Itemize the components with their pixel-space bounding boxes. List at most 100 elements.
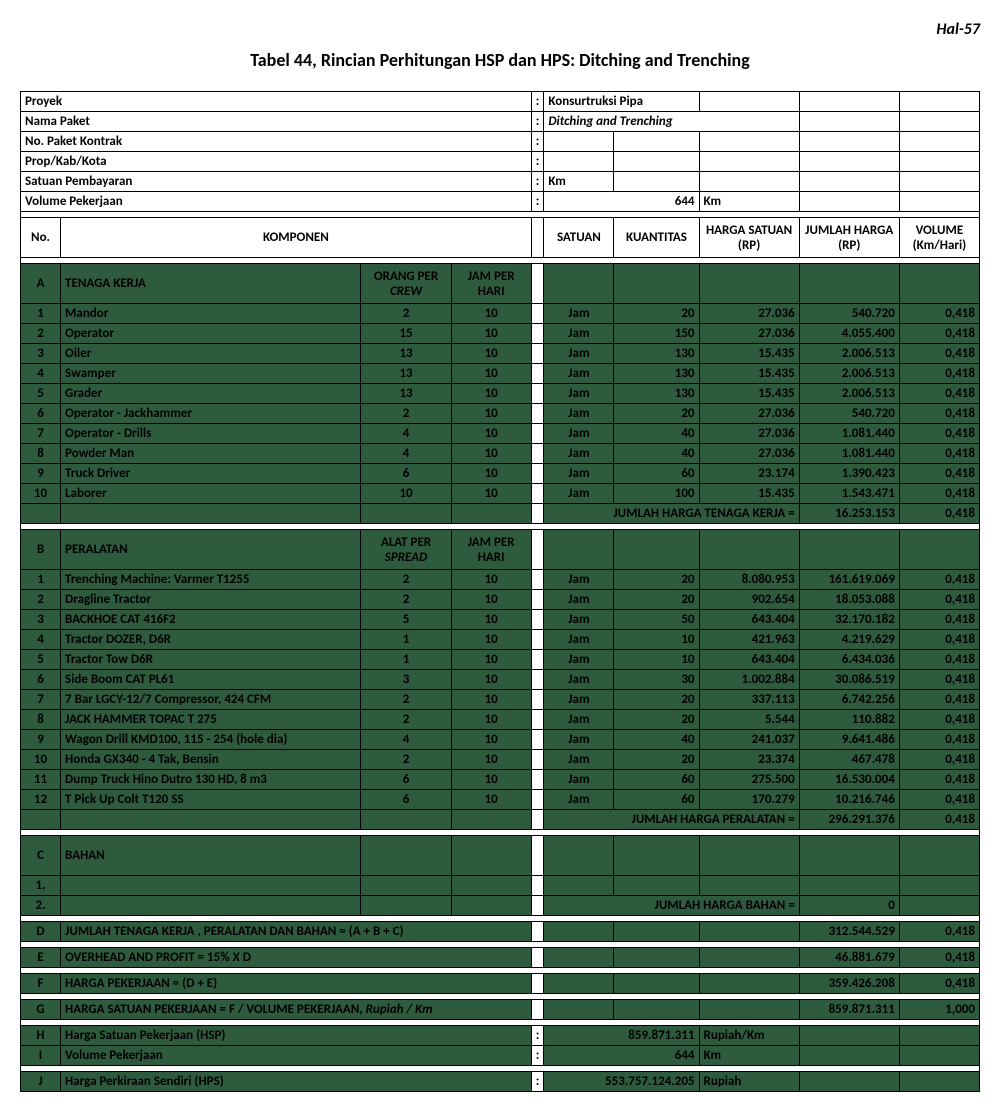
row-c2: 10 bbox=[451, 650, 531, 670]
row-v: 0,418 bbox=[899, 424, 979, 444]
row-name: Side Boom CAT PL61 bbox=[61, 670, 361, 690]
row-v: 0,418 bbox=[899, 710, 979, 730]
footer-h: H Harga Satuan Pekerjaan (HSP) : 859.871… bbox=[21, 1026, 980, 1046]
row-no: 7 bbox=[21, 424, 61, 444]
sec-a-subtotal-v: 0,418 bbox=[899, 504, 979, 524]
row-name: Dragline Tractor bbox=[61, 590, 361, 610]
sec-b-row: 9Wagon Drill KMD100, 115 - 254 (hole dia… bbox=[21, 730, 980, 750]
sec-b-subtotal-jh: 296.291.376 bbox=[799, 810, 899, 830]
row-no: 11 bbox=[21, 770, 61, 790]
row-q: 130 bbox=[614, 344, 699, 364]
row-name: 7 Bar LGCY-12/7 Compressor, 424 CFM bbox=[61, 690, 361, 710]
col-satuan: SATUAN bbox=[544, 218, 614, 258]
row-q: 20 bbox=[614, 304, 699, 324]
row-c2: 10 bbox=[451, 730, 531, 750]
sec-b-name: PERALATAN bbox=[61, 530, 361, 570]
section-b-header: B PERALATAN ALAT PERSPREAD JAM PER HARI bbox=[21, 530, 980, 570]
col-jumlah-harga: JUMLAH HARGA (RP) bbox=[799, 218, 899, 258]
row-jh: 18.053.088 bbox=[799, 590, 899, 610]
row-c1: 13 bbox=[361, 344, 451, 364]
row-q: 60 bbox=[614, 464, 699, 484]
volume-val: 644 bbox=[544, 192, 699, 212]
row-hs: 8.080.953 bbox=[699, 570, 799, 590]
row-v: 0,418 bbox=[899, 630, 979, 650]
sec-a-row: 3Oiler1310Jam13015.4352.006.5130,418 bbox=[21, 344, 980, 364]
nama-paket-val: Ditching and Trenching bbox=[544, 112, 799, 132]
row-jh: 30.086.519 bbox=[799, 670, 899, 690]
row-v: 0,418 bbox=[899, 364, 979, 384]
row-sat: Jam bbox=[544, 384, 614, 404]
col-komponen: KOMPONEN bbox=[61, 218, 532, 258]
row-hs: 241.037 bbox=[699, 730, 799, 750]
row-sat: Jam bbox=[544, 444, 614, 464]
page-title: Tabel 44, Rincian Perhitungan HSP dan HP… bbox=[20, 49, 980, 71]
row-c1: 2 bbox=[361, 304, 451, 324]
row-v: 0,418 bbox=[899, 304, 979, 324]
row-hs: 27.036 bbox=[699, 304, 799, 324]
row-name: Mandor bbox=[61, 304, 361, 324]
row-v: 0,418 bbox=[899, 384, 979, 404]
row-c1: 6 bbox=[361, 770, 451, 790]
hdr-volume: Volume Pekerjaan : 644 Km bbox=[21, 192, 980, 212]
hdr-nama-paket: Nama Paket : Ditching and Trenching bbox=[21, 112, 980, 132]
row-jh: 32.170.182 bbox=[799, 610, 899, 630]
row-c1: 13 bbox=[361, 364, 451, 384]
col-no: No. bbox=[21, 218, 61, 258]
row-no: 1 bbox=[21, 570, 61, 590]
row-q: 150 bbox=[614, 324, 699, 344]
row-name: BACKHOE CAT 416F2 bbox=[61, 610, 361, 630]
row-name: Tractor Tow D6R bbox=[61, 650, 361, 670]
sec-b-row: 2Dragline Tractor210Jam20902.65418.053.0… bbox=[21, 590, 980, 610]
row-jh: 16.530.004 bbox=[799, 770, 899, 790]
row-v: 0,418 bbox=[899, 790, 979, 810]
sec-b-row: 77 Bar LGCY-12/7 Compressor, 424 CFM210J… bbox=[21, 690, 980, 710]
sec-b-row: 10Honda GX340 - 4 Tak, Bensin210Jam2023.… bbox=[21, 750, 980, 770]
total-e: E OVERHEAD AND PROFIT = 15% X D 46.881.6… bbox=[21, 948, 980, 968]
row-hs: 15.435 bbox=[699, 484, 799, 504]
row-q: 60 bbox=[614, 790, 699, 810]
row-no: 5 bbox=[21, 384, 61, 404]
row-q: 20 bbox=[614, 570, 699, 590]
section-a-header: A TENAGA KERJA ORANG PERCREW JAM PER HAR… bbox=[21, 264, 980, 304]
nama-paket-label: Nama Paket bbox=[21, 112, 532, 132]
row-sat: Jam bbox=[544, 590, 614, 610]
row-c2: 10 bbox=[451, 384, 531, 404]
hdr-satuan: Satuan Pembayaran : Km bbox=[21, 172, 980, 192]
sec-b-code: B bbox=[21, 530, 61, 570]
row-c1: 2 bbox=[361, 750, 451, 770]
hdr-proyek: Proyek : Konsurtruksi Pipa bbox=[21, 92, 980, 112]
volume-unit: Km bbox=[699, 192, 799, 212]
sec-b-row: 11Dump Truck Hino Dutro 130 HD, 8 m3610J… bbox=[21, 770, 980, 790]
sec-a-sub2: JAM PER HARI bbox=[451, 264, 531, 304]
row-name: Swamper bbox=[61, 364, 361, 384]
sec-a-row: 7Operator - Drills410Jam4027.0361.081.44… bbox=[21, 424, 980, 444]
row-name: Powder Man bbox=[61, 444, 361, 464]
row-no: 12 bbox=[21, 790, 61, 810]
row-c1: 13 bbox=[361, 384, 451, 404]
row-q: 30 bbox=[614, 670, 699, 690]
row-jh: 2.006.513 bbox=[799, 384, 899, 404]
row-v: 0,418 bbox=[899, 730, 979, 750]
row-sat: Jam bbox=[544, 424, 614, 444]
row-name: Honda GX340 - 4 Tak, Bensin bbox=[61, 750, 361, 770]
sec-c-name: BAHAN bbox=[61, 836, 361, 876]
row-q: 130 bbox=[614, 364, 699, 384]
row-name: Dump Truck Hino Dutro 130 HD, 8 m3 bbox=[61, 770, 361, 790]
row-c1: 4 bbox=[361, 444, 451, 464]
row-c2: 10 bbox=[451, 690, 531, 710]
row-v: 0,418 bbox=[899, 610, 979, 630]
row-jh: 9.641.486 bbox=[799, 730, 899, 750]
row-hs: 23.174 bbox=[699, 464, 799, 484]
section-b-subtotal: JUMLAH HARGA PERALATAN = 296.291.376 0,4… bbox=[21, 810, 980, 830]
row-hs: 15.435 bbox=[699, 384, 799, 404]
row-no: 10 bbox=[21, 750, 61, 770]
col-kuantitas: KUANTITAS bbox=[614, 218, 699, 258]
row-name: Operator - Drills bbox=[61, 424, 361, 444]
sec-c-subtotal-label: JUMLAH HARGA BAHAN = bbox=[544, 896, 799, 916]
row-no: 8 bbox=[21, 710, 61, 730]
row-c1: 10 bbox=[361, 484, 451, 504]
row-q: 10 bbox=[614, 650, 699, 670]
row-jh: 1.543.471 bbox=[799, 484, 899, 504]
row-jh: 2.006.513 bbox=[799, 364, 899, 384]
row-name: Oiler bbox=[61, 344, 361, 364]
